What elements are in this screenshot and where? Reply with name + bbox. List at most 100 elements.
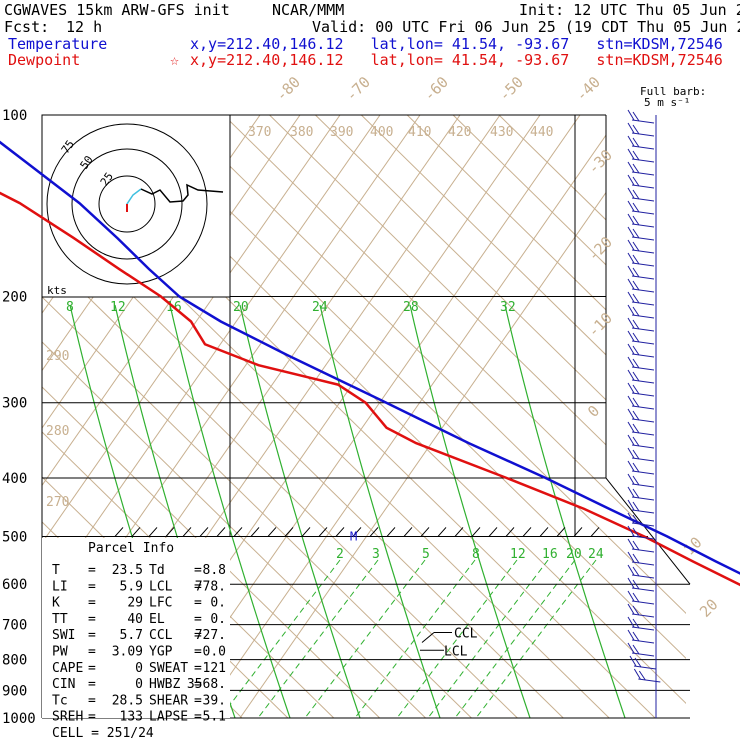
theta-label: 270 bbox=[46, 495, 69, 510]
parcel-param-value: 40 bbox=[127, 612, 143, 627]
hatch-tick bbox=[165, 527, 175, 537]
wind-barb-flag bbox=[632, 215, 640, 226]
valid-time: Valid: 00 UTC Fri 06 Jun 25 (19 CDT Thu … bbox=[312, 18, 740, 36]
wind-barb-flag bbox=[627, 252, 635, 264]
wind-barb-flag bbox=[632, 631, 640, 642]
wind-barb-flag bbox=[632, 241, 640, 252]
moist-adiabat-line bbox=[504, 304, 626, 718]
wind-barb-flag bbox=[632, 618, 640, 629]
forecast-hour: 12 h bbox=[66, 18, 103, 36]
hatch-tick bbox=[131, 527, 141, 537]
hatch-tick bbox=[318, 527, 328, 537]
parcel-info-bg bbox=[42, 538, 230, 718]
isotherm-line bbox=[42, 115, 426, 718]
parcel-param-value: 5.7 bbox=[120, 628, 143, 643]
wind-barb-flag bbox=[632, 163, 640, 174]
mixing-ratio-line bbox=[427, 559, 549, 718]
wind-barb-staff bbox=[631, 496, 655, 501]
parcel-equals: = bbox=[88, 710, 96, 725]
wind-barb-staff bbox=[631, 275, 655, 280]
theta-label: 370 bbox=[248, 125, 271, 140]
wind-barb-flag bbox=[627, 317, 635, 329]
parcel-equals: = bbox=[88, 645, 96, 660]
parcel-param-label: HWBZ bbox=[149, 677, 180, 692]
wind-barb-flag bbox=[632, 189, 640, 200]
wind-barb-flag bbox=[627, 421, 635, 433]
wind-barb-flag bbox=[627, 239, 635, 251]
wind-barb-staff bbox=[631, 340, 655, 345]
wind-barb-flag bbox=[627, 148, 635, 160]
pressure-label: 1000 bbox=[2, 711, 36, 727]
pressure-label: 700 bbox=[2, 618, 27, 634]
wind-barb-flag bbox=[627, 330, 635, 342]
theta-label: 400 bbox=[370, 125, 393, 140]
parcel-param-value: 0. bbox=[210, 612, 226, 627]
parcel-param-value: 0 bbox=[135, 677, 143, 692]
wind-barb-flag bbox=[632, 384, 640, 395]
wind-barb-flag bbox=[632, 605, 640, 616]
mixing-ratio-label: 12 bbox=[510, 547, 526, 562]
right-axis-slant bbox=[605, 477, 691, 585]
isotherm-label: -40 bbox=[572, 73, 604, 105]
hatch-tick bbox=[267, 527, 277, 537]
wind-barb-flag bbox=[632, 176, 640, 187]
hatch-line bbox=[42, 527, 606, 537]
wind-barb-staff bbox=[631, 639, 655, 644]
pressure-label: 200 bbox=[2, 290, 27, 306]
dry-adiabat-line bbox=[239, 115, 661, 718]
wind-barb-flag bbox=[634, 657, 642, 668]
wind-barb-flag bbox=[632, 436, 640, 447]
parcel-equals: = bbox=[88, 693, 96, 708]
pressure-label: 900 bbox=[2, 683, 27, 699]
wind-barb-staff bbox=[631, 652, 655, 657]
wind-barb-flag bbox=[627, 499, 635, 511]
wind-barb-flag bbox=[632, 449, 640, 460]
pressure-label: 500 bbox=[2, 529, 27, 545]
wind-barb-staff bbox=[631, 483, 655, 488]
wind-barb-flag bbox=[632, 280, 640, 291]
lcl-label: LCL bbox=[444, 644, 468, 659]
wind-barb-staff bbox=[631, 626, 655, 631]
temperature-legend: Temperature bbox=[8, 35, 108, 53]
hatch-tick bbox=[114, 527, 124, 537]
hatch-tick bbox=[590, 527, 600, 537]
hatch-tick bbox=[369, 527, 379, 537]
wind-barb-flag bbox=[627, 174, 635, 186]
parcel-info-row: PW = 3.09 YGP = 0.0 bbox=[52, 645, 226, 660]
wind-barb-flag bbox=[629, 655, 637, 667]
wind-barb-staff bbox=[631, 301, 655, 306]
wind-barb-staff bbox=[631, 314, 655, 319]
hodograph-ring-label: 50 bbox=[78, 153, 96, 171]
wind-barb-staff bbox=[631, 366, 655, 371]
parcel-param-value: 0. bbox=[210, 596, 226, 611]
wind-barb-staff bbox=[631, 249, 655, 254]
theta-label: 430 bbox=[490, 125, 513, 140]
wind-barb-flag bbox=[638, 670, 646, 681]
hatch-tick bbox=[250, 527, 260, 537]
theta-label: 380 bbox=[290, 125, 313, 140]
parcel-param-label: LFC bbox=[149, 596, 172, 611]
moist-adiabat-line bbox=[409, 304, 531, 718]
melting-level-marker: M bbox=[350, 529, 357, 543]
wind-barb-staff bbox=[631, 288, 655, 293]
wind-barb-units: 5 m s⁻¹ bbox=[644, 96, 690, 109]
wind-barb-staff bbox=[631, 418, 655, 423]
wind-barb-flag bbox=[632, 345, 640, 356]
wind-barb-flag bbox=[627, 122, 635, 134]
wind-barb-flag bbox=[632, 293, 640, 304]
parcel-param-value: 23.5 bbox=[112, 563, 143, 578]
wind-barb-flag bbox=[627, 564, 635, 576]
theta-label: 440 bbox=[530, 125, 553, 140]
wind-barb-flag bbox=[627, 135, 635, 147]
pressure-label: 600 bbox=[2, 577, 27, 593]
parcel-info-row: TT = 40 EL = 0. bbox=[52, 612, 226, 627]
mixing-ratio-label: 24 bbox=[588, 547, 604, 562]
theta-label: 280 bbox=[46, 424, 69, 439]
parcel-param-value: 29 bbox=[127, 596, 143, 611]
parcel-info-row: LI = 5.9 LCL =778. bbox=[52, 579, 226, 594]
parcel-param-label: LCL bbox=[149, 579, 173, 594]
wind-barb-flag bbox=[627, 291, 635, 303]
mixing-ratio-label: 32 bbox=[500, 300, 516, 315]
wind-barb-flag bbox=[632, 501, 640, 512]
